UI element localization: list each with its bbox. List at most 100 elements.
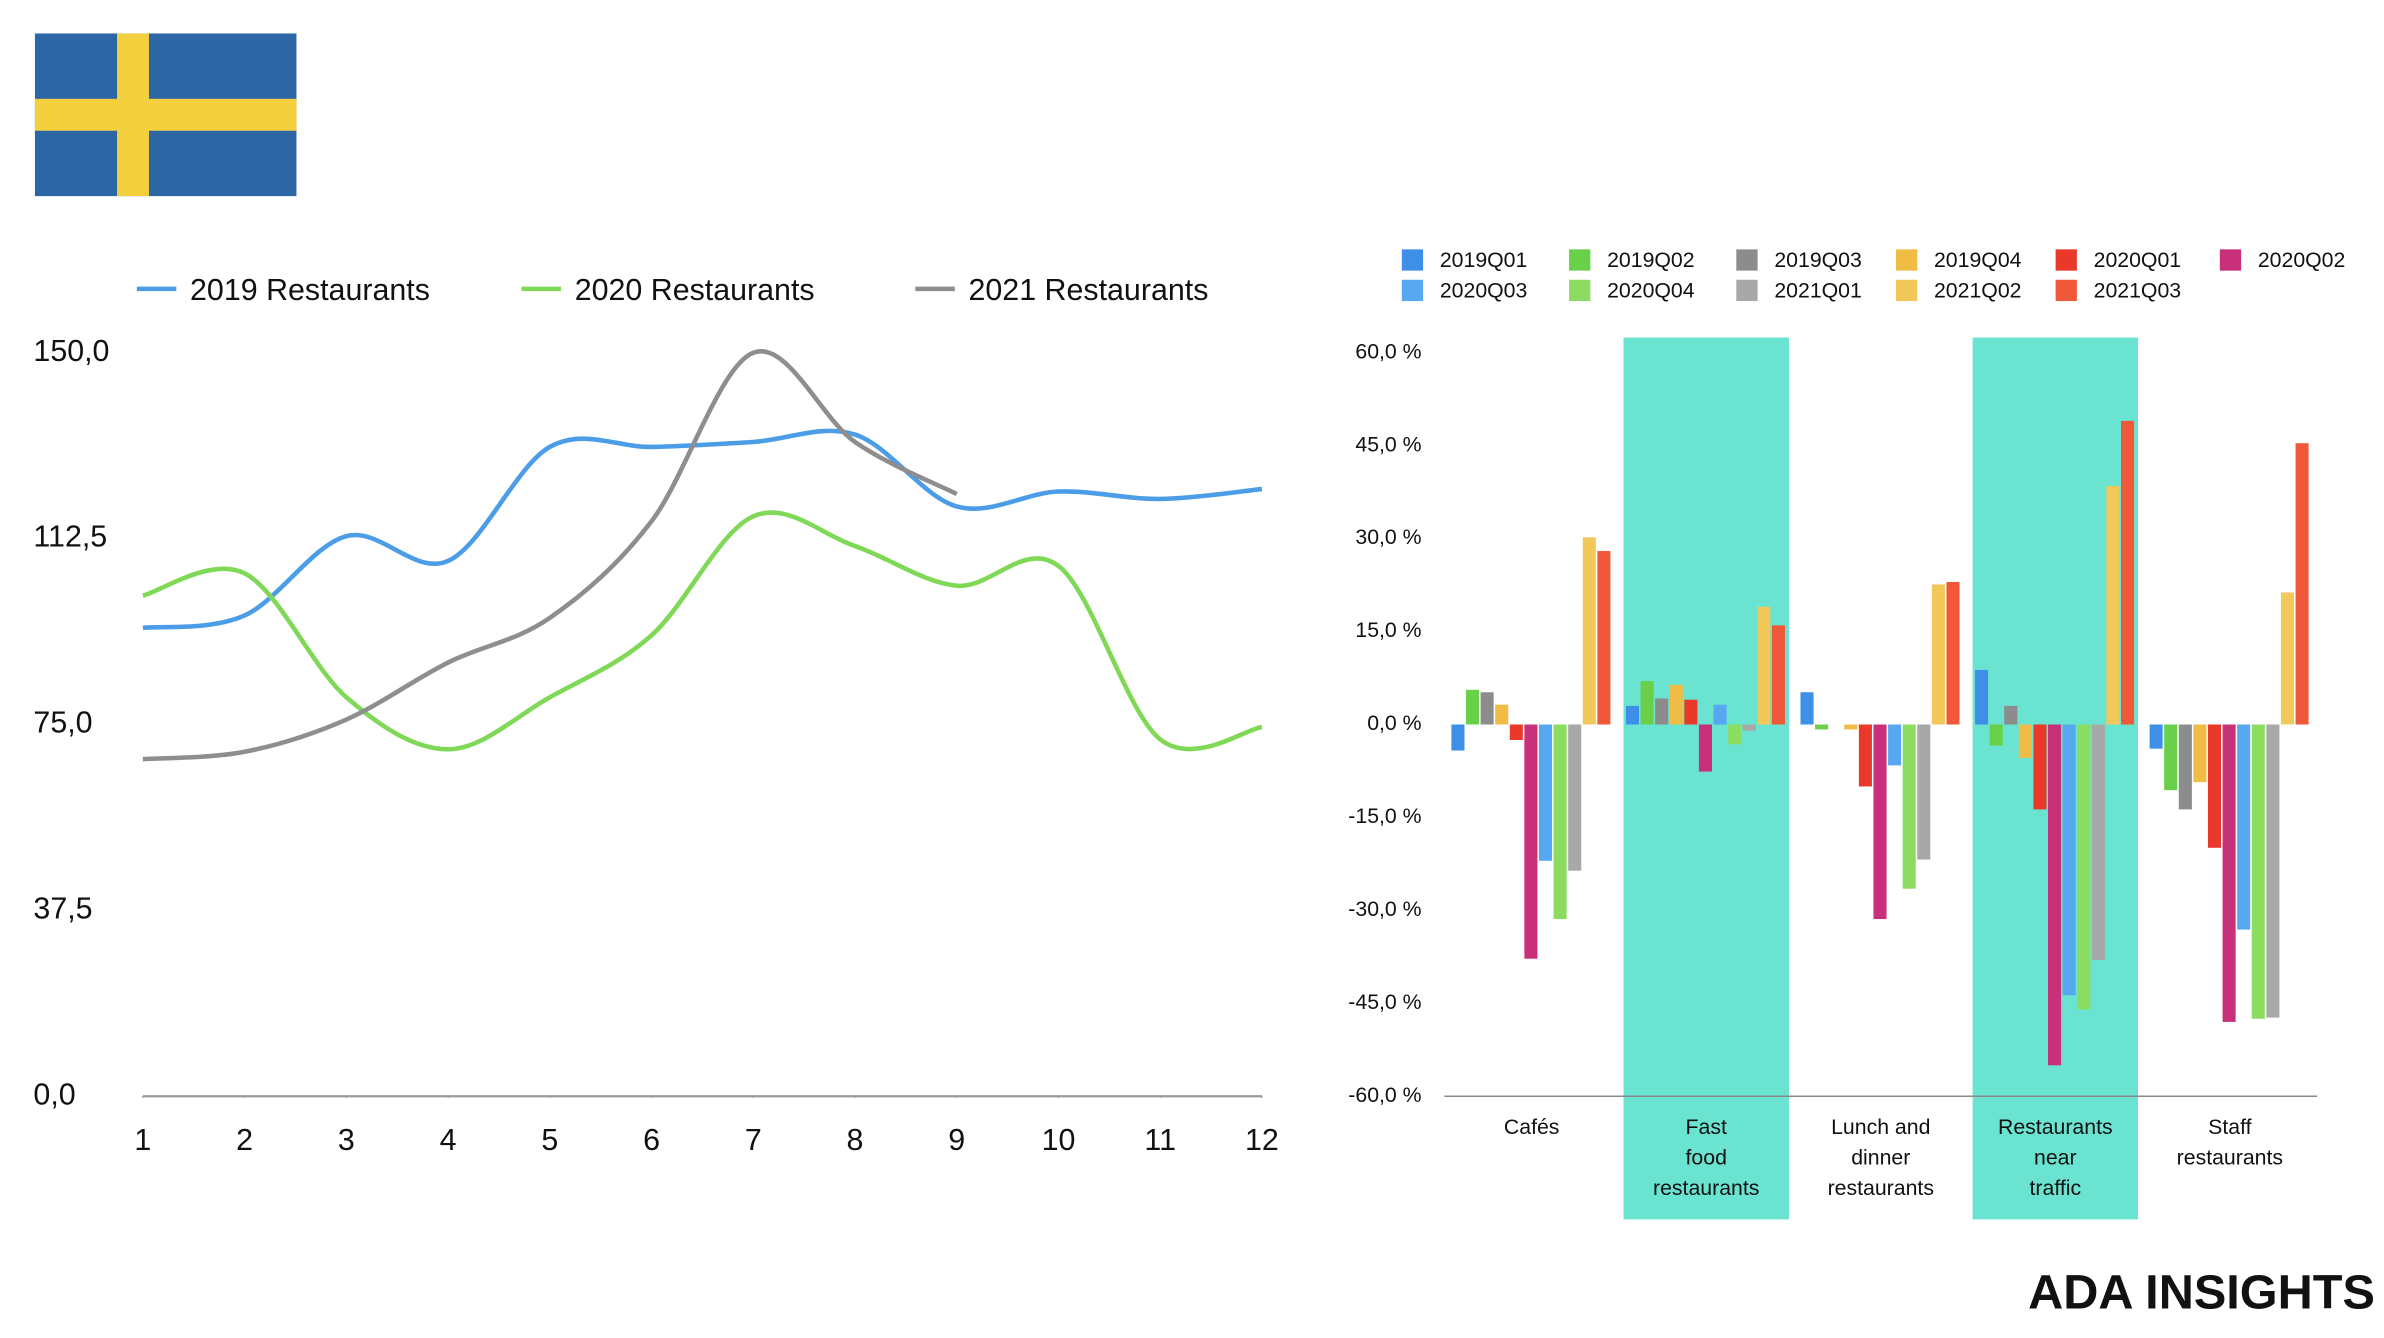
bar	[1800, 692, 1814, 725]
bar	[1538, 724, 1553, 861]
bar	[2120, 420, 2135, 725]
bar	[1888, 724, 1902, 766]
bar	[1509, 724, 1523, 740]
bar	[1757, 606, 1771, 725]
bar	[1902, 724, 1916, 889]
bar	[2091, 724, 2105, 960]
flag	[34, 33, 297, 197]
bar	[2062, 724, 2076, 996]
legend-swatch	[1736, 249, 1758, 271]
x-tick-label: Restaurants near traffic	[1998, 1115, 2113, 1200]
y-tick-label: 150,0	[33, 334, 109, 368]
bar	[2295, 443, 2309, 725]
bar	[1524, 724, 1538, 959]
line-series	[142, 428, 1263, 631]
bar	[1669, 684, 1683, 725]
x-tick-label: 11	[1144, 1123, 1176, 1157]
x-tick-label: 1	[134, 1123, 151, 1157]
bar	[1480, 692, 1494, 725]
bar	[1917, 724, 1931, 860]
y-tick-label: 75,0	[33, 706, 92, 740]
bar	[2106, 485, 2120, 725]
x-tick-label: 5	[541, 1123, 558, 1157]
legend-swatch	[1895, 279, 1918, 302]
bar	[1582, 537, 1596, 725]
y-tick-label: -30,0 %	[1348, 897, 1421, 921]
y-tick-label: 37,5	[33, 891, 92, 925]
bar	[1465, 689, 1480, 725]
legend-label: 2019 Restaurants	[190, 273, 430, 307]
x-tick-label: 12	[1245, 1123, 1279, 1157]
y-tick-label: -45,0 %	[1348, 990, 1421, 1014]
legend-swatch	[1569, 249, 1591, 271]
legend-swatch	[1895, 249, 1918, 271]
bar	[2164, 724, 2178, 791]
bar	[1858, 724, 1872, 787]
bar	[1728, 724, 1742, 745]
y-tick-label: -60,0 %	[1348, 1083, 1421, 1107]
bar	[1771, 625, 1785, 725]
legend-label: 2021 Restaurants	[968, 273, 1208, 307]
bar	[1495, 704, 1509, 725]
legend-label: 2021Q01	[1774, 279, 1862, 303]
bar	[2018, 724, 2032, 758]
y-tick-label: 112,5	[33, 520, 107, 554]
bar	[1625, 705, 1640, 725]
y-tick-label: -15,0 %	[1348, 804, 1421, 828]
x-tick-label: 6	[643, 1123, 660, 1157]
bar	[1568, 724, 1582, 871]
bar	[2004, 705, 2018, 725]
line-series	[142, 510, 1263, 752]
bar	[2266, 724, 2280, 1018]
y-tick-label: 15,0 %	[1355, 618, 1421, 642]
legend-label: 2019Q03	[1774, 248, 1862, 272]
bar	[1946, 581, 1960, 725]
legend-label: 2020Q04	[1607, 279, 1695, 303]
x-tick-label: Fast food restaurants	[1653, 1115, 1759, 1200]
legend-label: 2020Q02	[2258, 248, 2346, 272]
legend-swatch	[1401, 279, 1424, 302]
legend-swatch	[1569, 279, 1591, 302]
bar	[2251, 724, 2265, 1019]
bar	[1975, 669, 1989, 725]
y-tick-label: 0,0 %	[1367, 711, 1421, 735]
x-tick-label: 8	[847, 1123, 864, 1157]
bar	[1698, 724, 1712, 772]
y-tick-label: 0,0	[33, 1077, 75, 1111]
y-tick-label: 45,0 %	[1355, 432, 1421, 456]
x-tick-label: 3	[338, 1123, 355, 1157]
bar	[1873, 724, 1887, 920]
bar	[1931, 584, 1945, 725]
bar	[2048, 724, 2062, 1066]
x-tick-label: 9	[948, 1123, 965, 1157]
bar	[2178, 724, 2192, 810]
legend-label: 2020 Restaurants	[575, 273, 815, 307]
y-tick-label: 30,0 %	[1355, 525, 1421, 549]
bar	[2237, 724, 2251, 930]
bar	[2149, 724, 2163, 749]
x-tick-label: Staff restaurants	[2177, 1115, 2283, 1169]
legend-label: 2020Q01	[2094, 248, 2182, 272]
bar	[1553, 724, 1567, 920]
bar	[1742, 724, 1756, 731]
x-tick-label: Cafés	[1504, 1115, 1560, 1139]
bar	[1640, 681, 1654, 725]
legend-swatch	[1401, 249, 1424, 271]
legend-swatch	[2055, 249, 2077, 271]
legend-swatch	[1736, 279, 1758, 302]
legend-swatch	[2219, 249, 2242, 271]
x-tick-label: Lunch and dinner restaurants	[1828, 1115, 1934, 1200]
bar	[1713, 704, 1727, 725]
legend-label: 2019Q01	[1440, 248, 1528, 272]
legend-label: 2021Q03	[2094, 279, 2182, 303]
x-tick-label: 7	[745, 1123, 762, 1157]
bar	[1655, 698, 1669, 725]
bar	[2207, 724, 2222, 848]
legend-label: 2019Q02	[1607, 248, 1695, 272]
bar	[1815, 724, 1829, 730]
bar	[1684, 699, 1698, 725]
y-tick-label: 60,0 %	[1355, 339, 1421, 363]
bar	[2033, 724, 2047, 810]
